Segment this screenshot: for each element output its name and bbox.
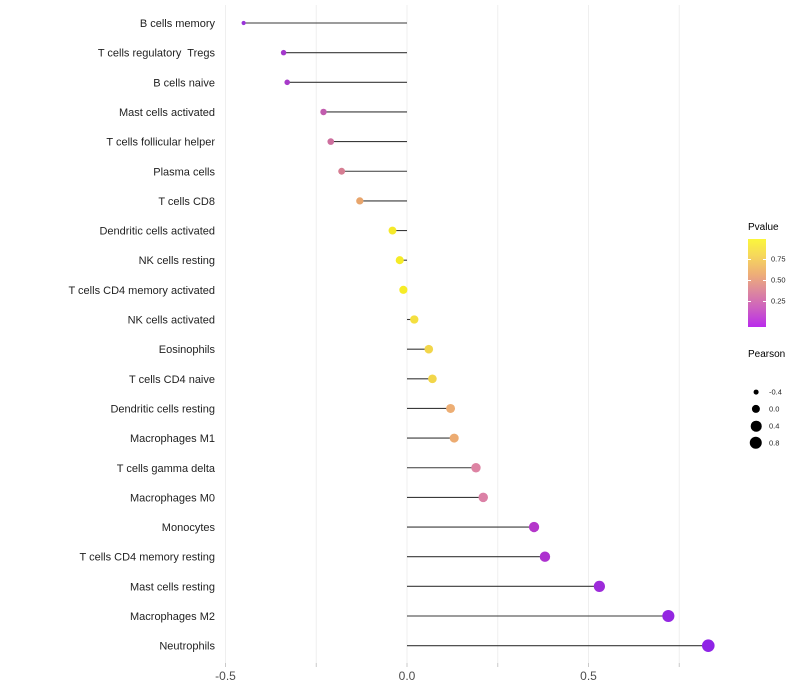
lollipop-dot — [284, 79, 290, 86]
colorbar-tick-label: 0.50 — [771, 275, 786, 285]
row-label: T cells regulatory Tregs — [98, 48, 216, 60]
lollipop-dot — [593, 580, 605, 592]
size-legend-dot — [750, 420, 762, 432]
row-label: Mast cells resting — [130, 581, 215, 593]
row-label: B cells memory — [140, 18, 216, 30]
row-label: T cells CD4 memory resting — [80, 552, 216, 564]
colorbar-tick-mark — [748, 259, 751, 260]
lollipop-dot — [395, 256, 404, 265]
colorbar-tick-mark — [748, 301, 751, 302]
lollipop-dot — [388, 226, 397, 235]
row-label: T cells gamma delta — [117, 463, 216, 475]
colorbar-tick-label: 0.25 — [771, 296, 786, 306]
size-legend-dot — [751, 404, 761, 414]
lollipop-dot — [446, 403, 456, 413]
lollipop-dot — [471, 463, 481, 473]
row-label: NK cells activated — [128, 315, 215, 327]
lollipop-dot — [241, 20, 246, 26]
size-legend-item: 0.0 — [748, 401, 800, 417]
colorbar-tick-label: 0.75 — [771, 254, 786, 264]
lollipop-dot — [428, 374, 437, 384]
lollipop-dot — [327, 138, 335, 145]
lollipop-dot — [539, 551, 551, 562]
colorbar-tick-mark — [763, 259, 766, 260]
pearson-legend-title: Pearson — [748, 349, 786, 360]
row-label: B cells naive — [153, 77, 215, 89]
size-legend-dot — [749, 436, 763, 450]
row-label: NK cells resting — [139, 255, 215, 267]
pvalue-legend-title: Pvalue — [748, 222, 779, 233]
row-label: Eosinophils — [159, 344, 216, 356]
size-legend-item: -0.4 — [748, 384, 800, 400]
lollipop-dot — [338, 167, 346, 175]
size-legend-dot — [753, 389, 759, 395]
colorbar-tick-mark — [763, 280, 766, 281]
pvalue-colorbar-wrap: 0.75 0.50 0.25 — [748, 239, 792, 327]
row-label: Neutrophils — [159, 641, 215, 653]
row-label: T cells follicular helper — [106, 137, 215, 149]
x-tick-label: 0.5 — [580, 669, 597, 683]
row-label: Mast cells activated — [119, 107, 215, 119]
row-label: Dendritic cells activated — [99, 226, 215, 238]
size-legend-label: 0.4 — [769, 421, 780, 431]
size-legend-label: 0.0 — [769, 404, 780, 414]
size-legend-label: -0.4 — [769, 387, 782, 397]
lollipop-dot — [424, 344, 434, 354]
lollipop-dot — [478, 492, 488, 503]
colorbar-tick-mark — [763, 301, 766, 302]
lollipop-dot — [449, 433, 459, 443]
lollipop-dot — [528, 521, 540, 533]
row-label: Monocytes — [162, 522, 216, 534]
colorbar-tick-mark — [748, 280, 751, 281]
lollipop-dot — [701, 639, 715, 652]
row-label: Macrophages M0 — [130, 492, 215, 504]
legend: Pvalue 0.75 0.50 0.25 Pearson -0.4 0.0 0.4 0.… — [742, 222, 800, 470]
size-legend-label: 0.8 — [769, 438, 780, 448]
row-label: Macrophages M2 — [130, 611, 215, 623]
row-label: T cells CD8 — [158, 196, 215, 208]
lollipop-dot — [320, 108, 327, 116]
lollipop-dot — [280, 49, 287, 56]
row-label: T cells CD4 memory activated — [68, 285, 215, 297]
pvalue-colorbar-gradient — [748, 239, 766, 327]
row-label: T cells CD4 naive — [129, 374, 215, 386]
row-label: Dendritic cells resting — [110, 403, 215, 415]
lollipop-dot — [399, 285, 408, 294]
pearson-size-legend: -0.4 0.0 0.4 0.8 — [748, 380, 800, 470]
row-label: Macrophages M1 — [130, 433, 215, 445]
lollipop-dot — [662, 609, 675, 623]
lollipop-dot — [356, 197, 364, 205]
size-legend-item: 0.8 — [748, 435, 800, 451]
x-tick-label: -0.5 — [215, 669, 236, 683]
size-legend-item: 0.4 — [748, 418, 800, 434]
lollipop-dot — [410, 315, 419, 324]
row-label: Plasma cells — [153, 166, 215, 178]
x-tick-label: 0.0 — [399, 669, 416, 683]
